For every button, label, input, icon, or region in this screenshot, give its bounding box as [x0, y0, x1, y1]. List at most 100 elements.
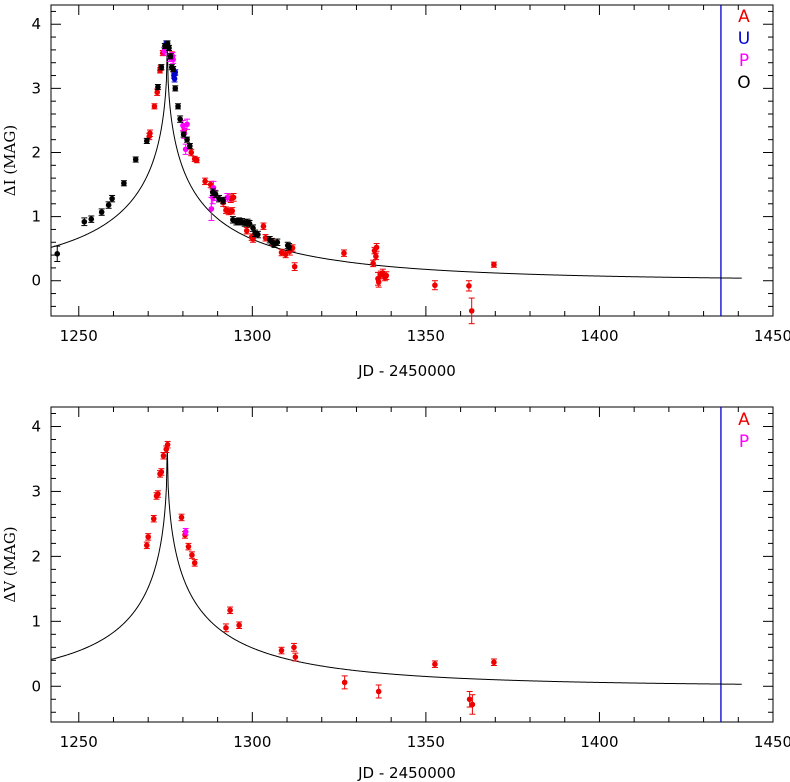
data-point — [236, 622, 242, 629]
y-tick-label: 4 — [31, 417, 41, 435]
data-point — [171, 75, 178, 82]
x-tick-label: 1250 — [60, 327, 98, 345]
data-point — [155, 491, 161, 497]
data-point — [466, 696, 473, 703]
x-tick-label: 1300 — [233, 733, 271, 751]
panel-2: 1250 1300 1350 1400 1450 0 1 2 3 4 JD - 2450000 ΔV … — [1, 406, 790, 782]
data-point — [184, 121, 190, 128]
x-tick-label: 1350 — [407, 327, 445, 345]
y-tick-label: 1 — [31, 612, 41, 630]
data-point — [132, 156, 139, 163]
data-point — [375, 279, 382, 285]
data-point — [220, 197, 226, 204]
data-point — [230, 194, 237, 201]
data-point — [491, 659, 497, 666]
data-point — [189, 552, 195, 558]
plot-frame — [50, 406, 774, 723]
y-tick-label: 3 — [31, 79, 41, 97]
data-point — [147, 130, 153, 137]
model-fit-curve — [51, 445, 742, 685]
data-point — [180, 131, 187, 138]
data-point — [466, 283, 472, 289]
x-tick-label: 1300 — [233, 327, 271, 345]
data-point — [229, 208, 235, 214]
data-point — [150, 515, 157, 522]
legend-entry-A: A — [738, 7, 750, 27]
y-tick-label: 1 — [31, 208, 41, 226]
data-point — [187, 143, 193, 149]
data-point — [282, 251, 289, 258]
data-point — [432, 282, 438, 289]
data-point — [177, 116, 183, 122]
data-point — [164, 441, 171, 448]
data-point — [154, 89, 161, 96]
data-point — [158, 469, 165, 475]
data-point — [383, 272, 390, 279]
data-point — [182, 528, 189, 535]
y-axis-title: ΔI (MAG) — [1, 125, 19, 196]
x-tick-label: 1400 — [580, 733, 618, 751]
data-point — [286, 243, 292, 250]
data-point — [274, 239, 281, 246]
data-point — [223, 625, 229, 631]
data-point — [166, 45, 172, 51]
data-point — [255, 231, 261, 238]
data-point — [278, 647, 285, 654]
data-point — [468, 308, 475, 314]
data-point — [341, 679, 348, 686]
legend-entry-U: U — [738, 29, 750, 49]
legend-entry-P: P — [739, 432, 749, 452]
data-point — [184, 136, 190, 143]
data-point — [227, 607, 233, 614]
data-point — [185, 543, 192, 550]
data-point — [158, 64, 165, 70]
y-tick-label: 4 — [31, 15, 41, 33]
series-A — [143, 440, 497, 715]
data-point — [105, 202, 112, 208]
model-fit-curve — [51, 43, 742, 279]
data-point — [161, 48, 167, 54]
data-point — [370, 260, 376, 267]
series-A — [146, 50, 497, 325]
data-point — [178, 514, 185, 521]
data-point — [121, 180, 127, 187]
data-point — [151, 103, 158, 110]
data-point — [98, 209, 105, 215]
y-tick-label: 2 — [31, 547, 41, 565]
series-P — [182, 527, 189, 536]
y-tick-label: 0 — [31, 272, 41, 290]
y-tick-label: 3 — [31, 482, 41, 500]
x-axis-title: JD - 2450000 — [357, 764, 456, 782]
x-axis-title: JD - 2450000 — [357, 362, 456, 380]
data-point — [164, 40, 171, 47]
data-point — [373, 244, 380, 251]
data-point — [212, 191, 219, 197]
data-point — [292, 654, 299, 660]
data-point — [193, 157, 200, 163]
legend-entry-P: P — [739, 51, 749, 71]
data-point — [469, 701, 476, 708]
data-point — [155, 84, 161, 90]
data-point — [144, 138, 150, 144]
panel-1: 1250 1300 1350 1400 1450 0 1 2 3 4 JD - 2450000 ΔI … — [1, 4, 790, 380]
data-point — [144, 542, 150, 549]
data-point — [375, 688, 382, 695]
data-point — [208, 206, 215, 212]
data-point — [260, 223, 267, 230]
data-point — [167, 53, 174, 60]
data-point — [291, 263, 298, 270]
data-point — [291, 644, 297, 651]
x-tick-label: 1350 — [407, 733, 445, 751]
data-point — [202, 178, 208, 185]
data-point — [250, 236, 256, 242]
data-point — [145, 534, 151, 540]
data-point — [88, 216, 95, 222]
y-tick-label: 2 — [31, 143, 41, 161]
x-tick-label: 1400 — [580, 327, 618, 345]
data-point — [170, 66, 176, 72]
data-point — [175, 103, 181, 110]
data-point — [81, 218, 88, 225]
data-point — [224, 194, 231, 201]
data-point — [54, 251, 61, 257]
